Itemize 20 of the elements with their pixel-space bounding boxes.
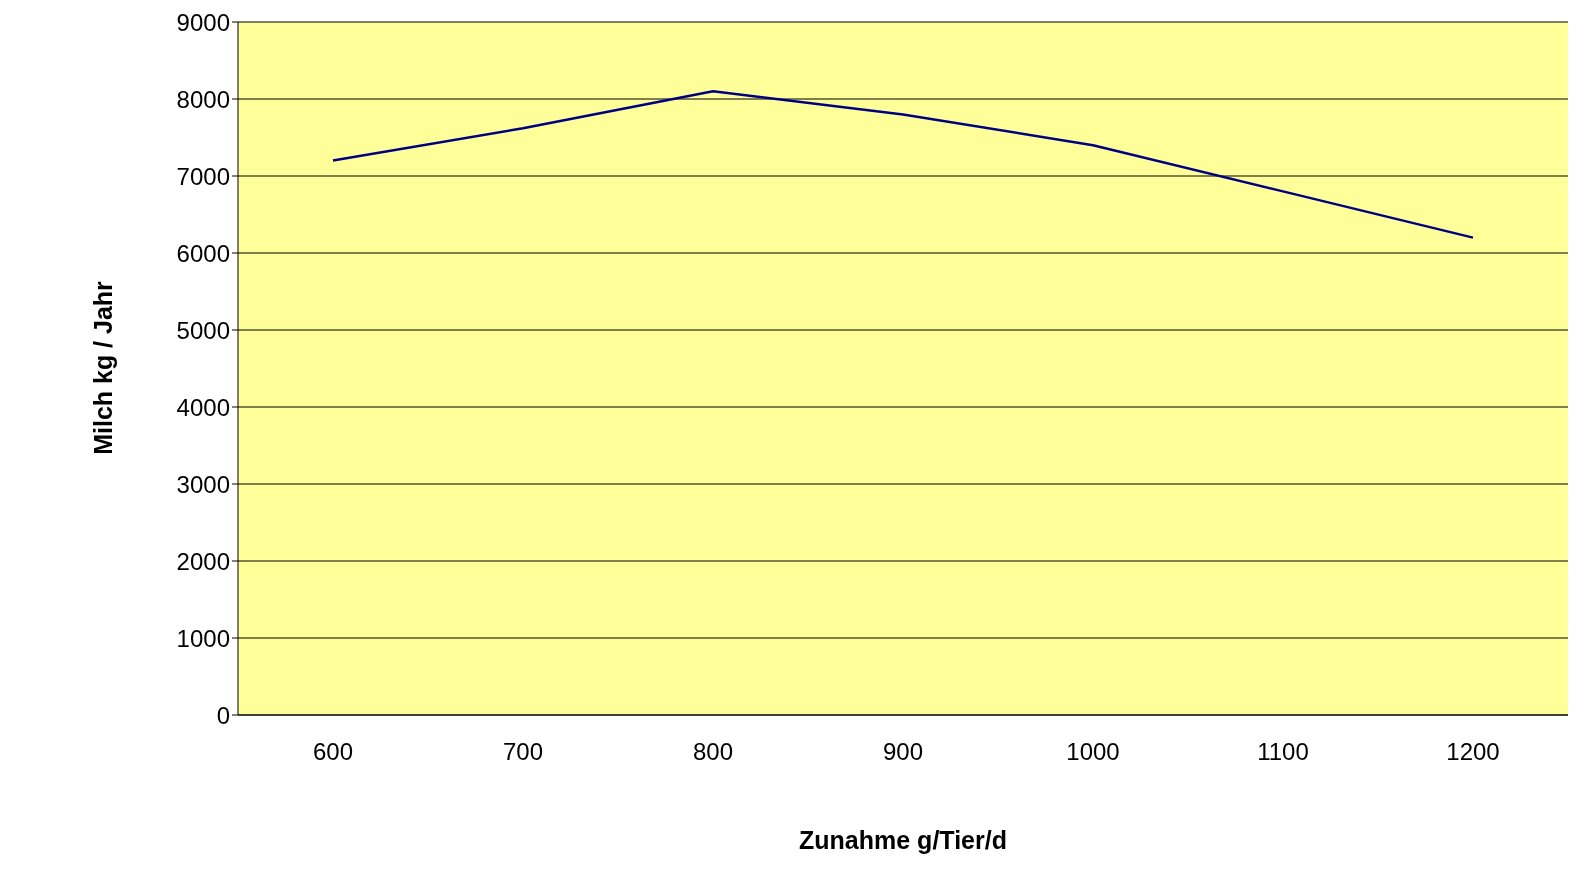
line-series [331,90,1475,239]
y-tick-label: 0 [216,701,230,729]
y-tick-label: 1000 [176,624,230,652]
y-axis-title: Milch kg / Jahr [88,281,118,455]
y-tick-label: 6000 [176,239,230,267]
y-tick-label: 7000 [176,162,230,190]
y-tick-label: 5000 [176,316,230,344]
x-tick-label: 600 [312,738,354,766]
y-tick-label: 2000 [176,547,230,575]
y-tick-label: 9000 [176,8,230,36]
x-tick-label: 1200 [1446,738,1500,766]
y-tick-label: 3000 [176,470,230,498]
x-tick-label: 700 [502,738,544,766]
x-tick-label: 800 [692,738,734,766]
y-tick-label: 4000 [176,393,230,421]
x-axis-title: Zunahme g/Tier/d [798,826,1008,855]
x-tick-label: 1100 [1257,738,1309,766]
x-tick-label: 1000 [1066,738,1120,766]
x-tick-label: 900 [882,738,924,766]
y-tick-label: 8000 [176,85,230,113]
